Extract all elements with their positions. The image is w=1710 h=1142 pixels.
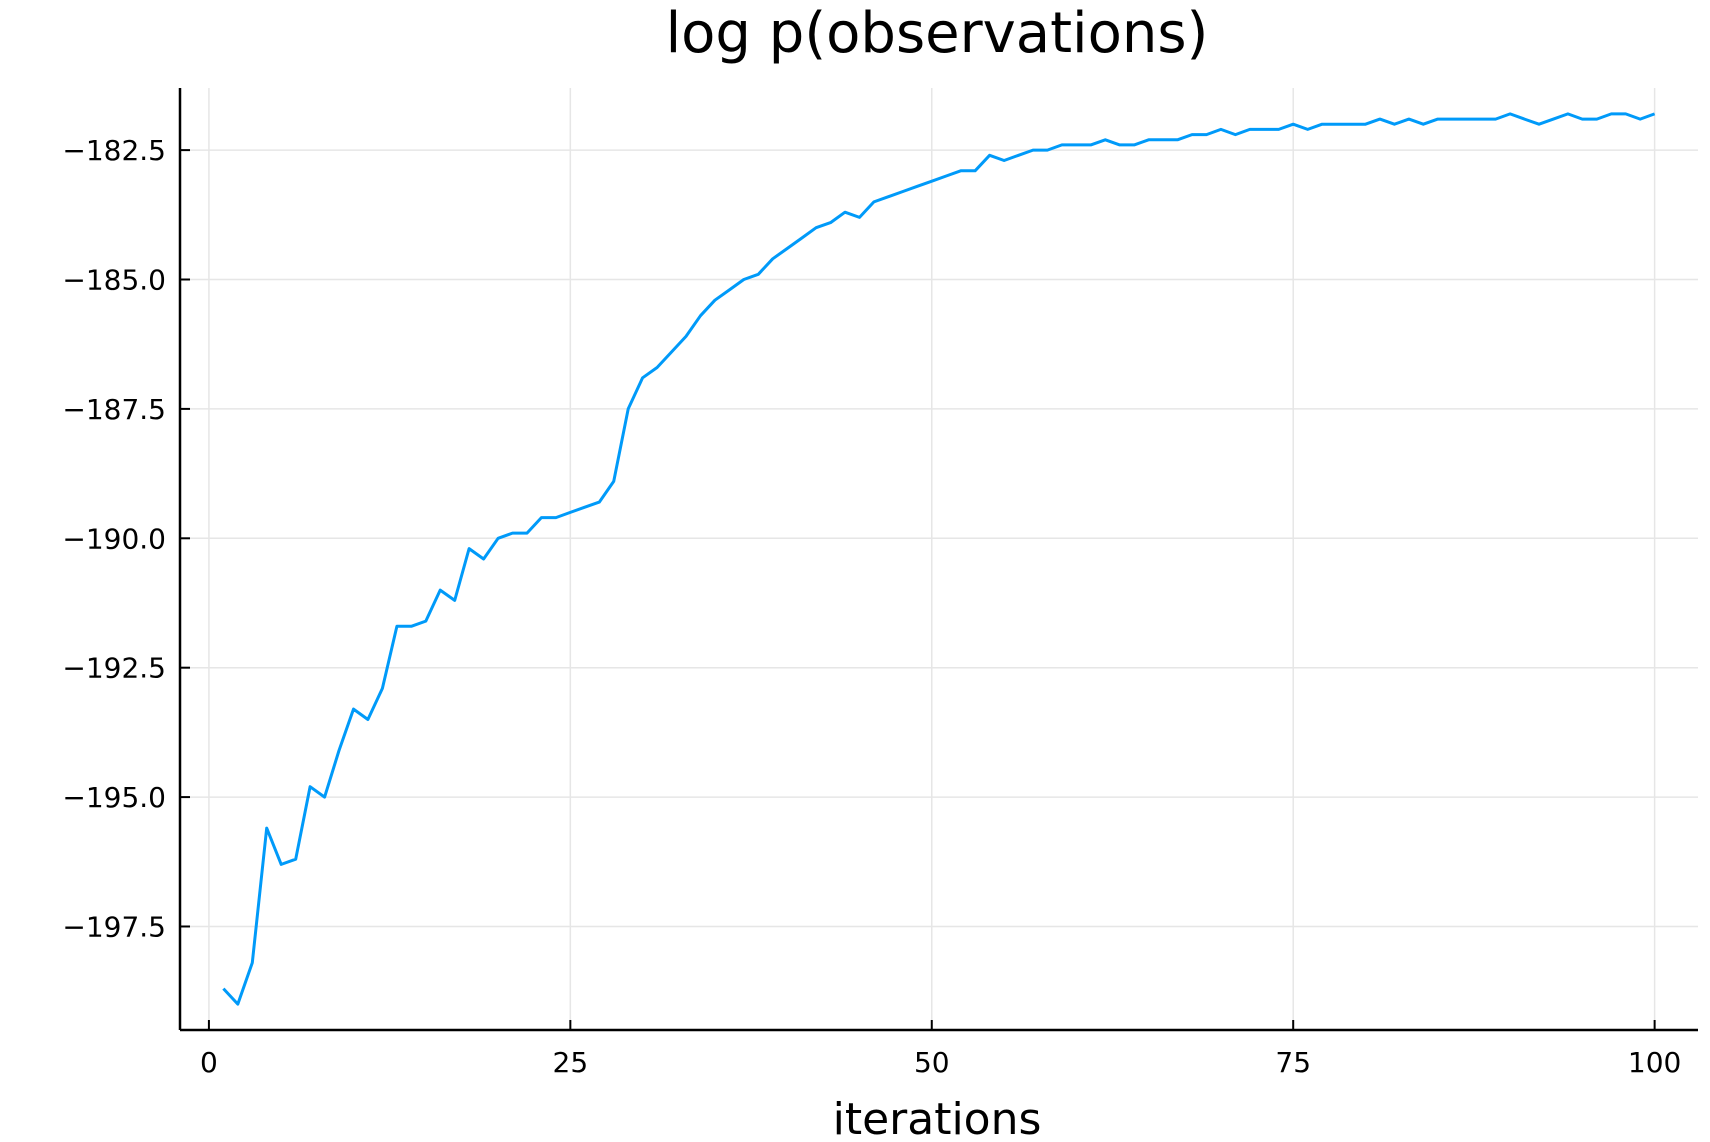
y-tick-label: −190.0	[62, 522, 166, 555]
x-tick-label: 0	[200, 1046, 218, 1079]
axes	[178, 88, 1698, 1032]
series-lines	[222, 112, 1656, 1006]
y-tick-label: −185.0	[62, 264, 166, 297]
series-line	[222, 112, 1656, 1006]
grid-lines	[180, 88, 1698, 1030]
x-tick-label: 50	[914, 1046, 950, 1079]
y-tick-label: −187.5	[62, 393, 166, 426]
y-tick-label: −192.5	[62, 652, 166, 685]
x-tick-label: 100	[1628, 1046, 1681, 1079]
y-tick-label: −195.0	[62, 781, 166, 814]
tick-labels: 0 25 50 75 100 −182.5 −185.0 −187.5 −190.0 −192.5…	[62, 134, 1681, 1079]
x-tick-label: 25	[553, 1046, 589, 1079]
x-axis-label: iterations	[833, 1094, 1042, 1142]
chart-title: log p(observations)	[666, 1, 1209, 66]
y-tick-label: −197.5	[62, 910, 166, 943]
x-tick-label: 75	[1275, 1046, 1311, 1079]
y-tick-label: −182.5	[62, 134, 166, 167]
